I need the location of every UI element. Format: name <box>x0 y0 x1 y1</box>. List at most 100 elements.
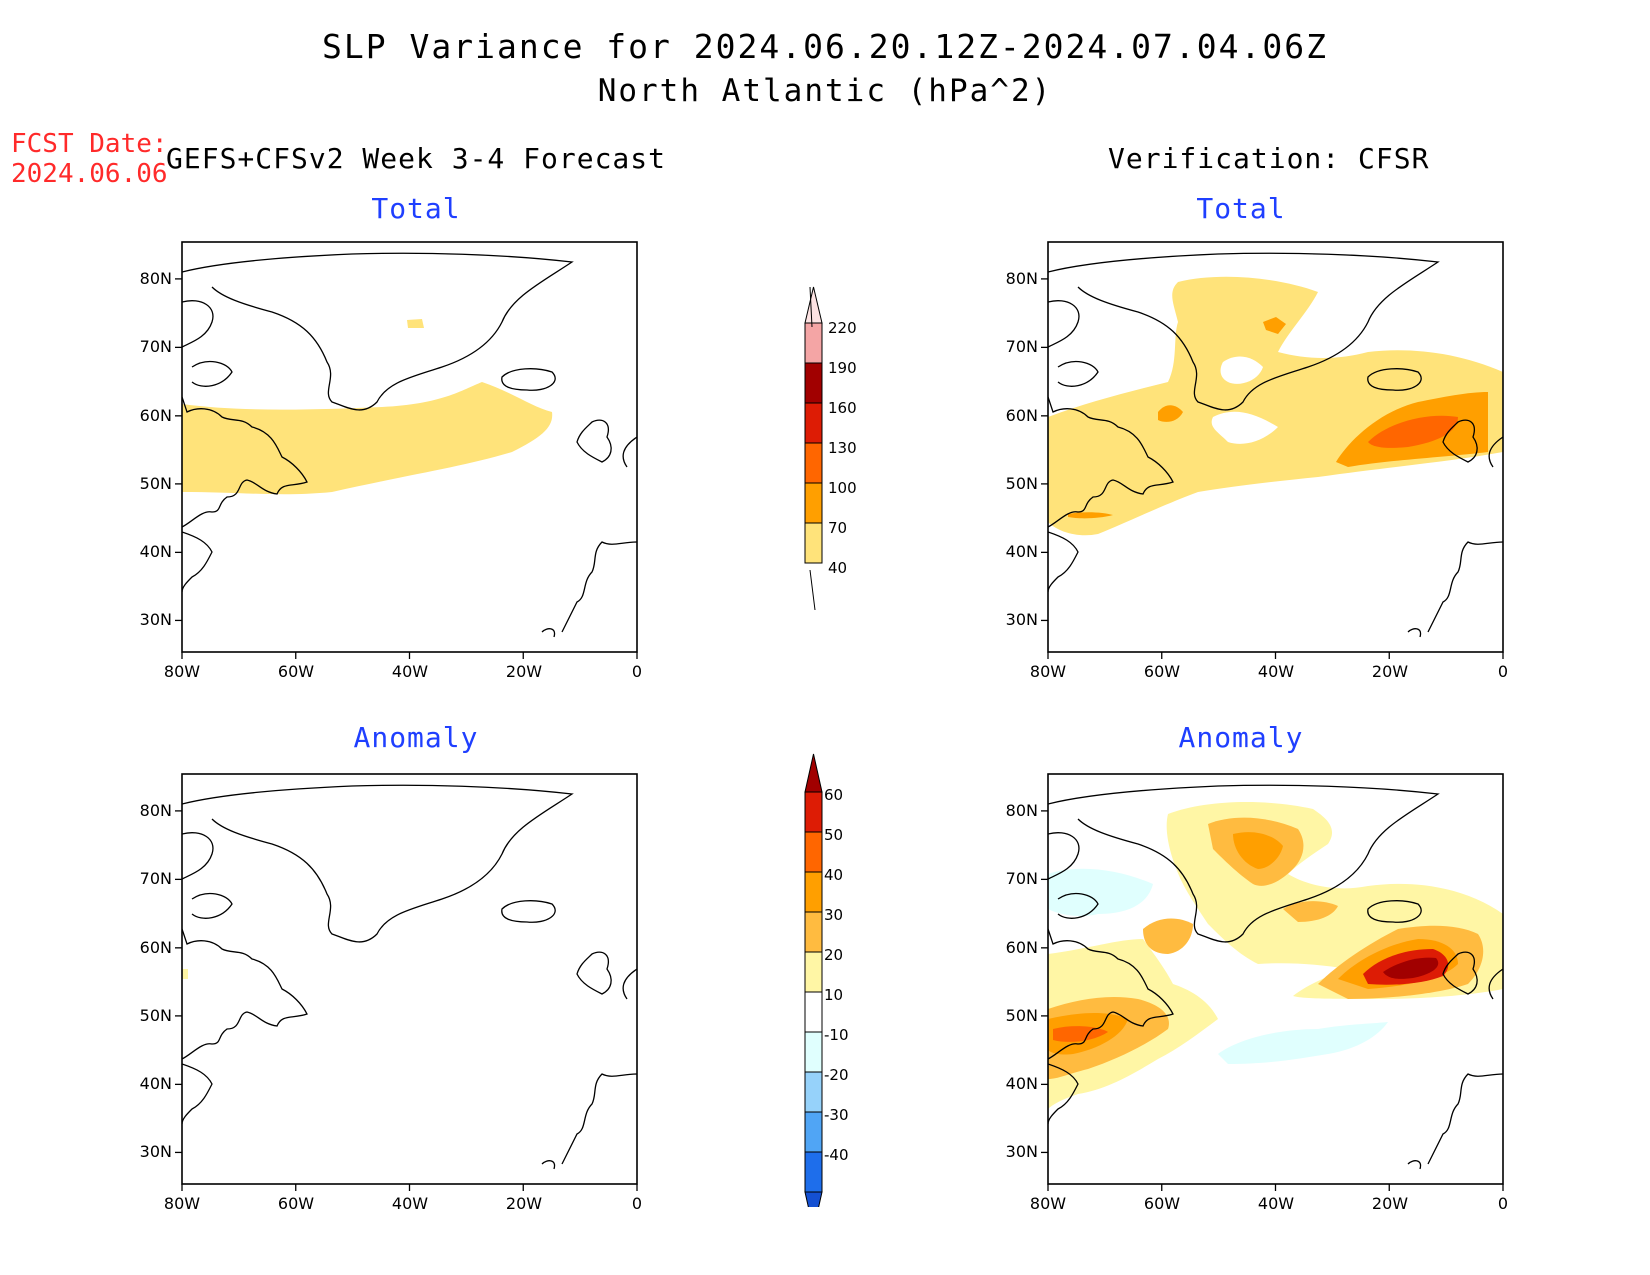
coastline-europe <box>1407 419 1503 638</box>
main-title: SLP Variance for 2024.06.20.12Z-2024.07.… <box>322 27 1328 66</box>
forecast-column-heading: GEFS+CFSv2 Week 3-4 Forecast <box>166 142 667 175</box>
lon-label: 40W <box>391 662 429 681</box>
lat-label: 80N <box>1005 269 1038 288</box>
total-colorbar-box <box>804 322 823 364</box>
coastline-greenland <box>182 252 574 411</box>
lat-label: 60N <box>139 938 172 957</box>
lon-label: 0 <box>1497 1194 1509 1213</box>
shaded-region-10-20 <box>182 969 188 979</box>
coastline-greenland <box>1048 252 1440 411</box>
anomaly-colorbar-box <box>804 911 823 953</box>
anomaly-colorbar-box <box>804 951 823 993</box>
lon-label: 20W <box>505 662 543 681</box>
frame-verification-anomaly <box>1047 773 1504 1185</box>
total-colorbar-label: 40 <box>828 559 848 577</box>
anomaly-colorbar-label: 20 <box>824 946 844 964</box>
lat-label: 40N <box>1005 1074 1038 1093</box>
coastline-europe <box>1407 951 1503 1170</box>
anomaly-colorbar-box <box>804 1031 823 1073</box>
total-colorbar-box <box>804 442 823 484</box>
coastline-iceland <box>1367 900 1422 923</box>
main-subtitle: North Atlantic (hPa^2) <box>597 73 1053 109</box>
lon-label: 0 <box>631 1194 643 1213</box>
coastline-north-america <box>1048 396 1174 593</box>
lat-label: 80N <box>139 801 172 820</box>
lon-label: 20W <box>505 1194 543 1213</box>
anomaly-colorbar-label: 50 <box>824 826 844 844</box>
lat-label: 30N <box>1005 1142 1038 1161</box>
lon-label: 0 <box>631 662 643 681</box>
coastline-north-america <box>182 928 308 1125</box>
anomaly-colorbar-box <box>804 831 823 873</box>
anomaly-colorbar-label: 30 <box>824 906 844 924</box>
forecast-total-title: Total <box>371 192 461 225</box>
verification-anomaly-title: Anomaly <box>1178 721 1304 754</box>
lat-label: 70N <box>1005 869 1038 888</box>
frame-verification-total <box>1047 241 1504 653</box>
verification-total-map <box>1048 252 1503 638</box>
total-colorbar-box <box>804 522 823 564</box>
lat-label: 30N <box>139 610 172 629</box>
lat-label: 40N <box>139 542 172 561</box>
total-colorbar-label: 190 <box>828 359 857 377</box>
forecast-anomaly-map <box>182 784 637 1170</box>
anomaly-colorbar-label: 40 <box>824 866 844 884</box>
anomaly-colorbar-box <box>804 1071 823 1113</box>
coastline-north-america <box>182 396 308 593</box>
lat-label: 50N <box>139 1006 172 1025</box>
lat-label: 80N <box>1005 801 1038 820</box>
anomaly-colorbar-box <box>804 791 823 833</box>
anomaly-colorbar-bottom-extension <box>804 1191 823 1207</box>
anomaly-colorbar-label: 10 <box>824 986 844 1004</box>
shaded-region-100-130 <box>1368 415 1458 448</box>
frame-forecast-anomaly <box>181 773 638 1185</box>
anomaly-colorbar-label: -20 <box>824 1066 849 1084</box>
fcst-date-value: 2024.06.06 <box>11 159 168 189</box>
lat-label: 50N <box>139 474 172 493</box>
shaded-region-40-70 <box>182 319 553 495</box>
total-colorbar-label: 100 <box>828 479 857 497</box>
total-colorbar-box <box>804 362 823 404</box>
coastline-europe <box>541 419 637 638</box>
frame-forecast-total <box>181 241 638 653</box>
lon-label: 20W <box>1371 662 1409 681</box>
lat-label: 70N <box>139 337 172 356</box>
coastline-greenland <box>1048 784 1440 943</box>
shaded-region-negative <box>1048 868 1388 1064</box>
fcst-date-label: FCST Date: <box>11 129 168 159</box>
lat-label: 70N <box>139 869 172 888</box>
lon-label: 80W <box>1029 1194 1067 1213</box>
total-colorbar-label: 70 <box>828 519 848 537</box>
verification-column-heading: Verification: CFSR <box>1108 142 1430 175</box>
lon-label: 20W <box>1371 1194 1409 1213</box>
lat-label: 30N <box>139 1142 172 1161</box>
lon-label: 40W <box>391 1194 429 1213</box>
lon-label: 60W <box>277 1194 315 1213</box>
shaded-region-60-plus <box>1383 957 1439 979</box>
total-colorbar-label: 160 <box>828 399 857 417</box>
lon-label: 0 <box>1497 662 1509 681</box>
anomaly-colorbar-label: -30 <box>824 1106 849 1124</box>
anomaly-colorbar-label: -40 <box>824 1146 849 1164</box>
forecast-anomaly-title: Anomaly <box>353 721 479 754</box>
anomaly-colorbar <box>804 753 823 1207</box>
coastline-iceland <box>501 368 556 391</box>
coastline-greenland <box>182 784 574 943</box>
lon-label: 80W <box>1029 662 1067 681</box>
anomaly-colorbar-label: -10 <box>824 1026 849 1044</box>
total-colorbar-box <box>804 402 823 444</box>
lon-label: 80W <box>163 1194 201 1213</box>
total-colorbar-box <box>804 482 823 524</box>
anomaly-colorbar-top-extension <box>804 753 823 793</box>
verification-total-title: Total <box>1196 192 1286 225</box>
total-colorbar-label: 130 <box>828 439 857 457</box>
lon-label: 80W <box>163 662 201 681</box>
lat-label: 30N <box>1005 610 1038 629</box>
lat-label: 60N <box>1005 938 1038 957</box>
coastline-north-america <box>1048 928 1174 1125</box>
lon-label: 40W <box>1257 1194 1295 1213</box>
lat-label: 60N <box>139 406 172 425</box>
coastline-europe <box>541 951 637 1170</box>
anomaly-colorbar-label: 60 <box>824 786 844 804</box>
